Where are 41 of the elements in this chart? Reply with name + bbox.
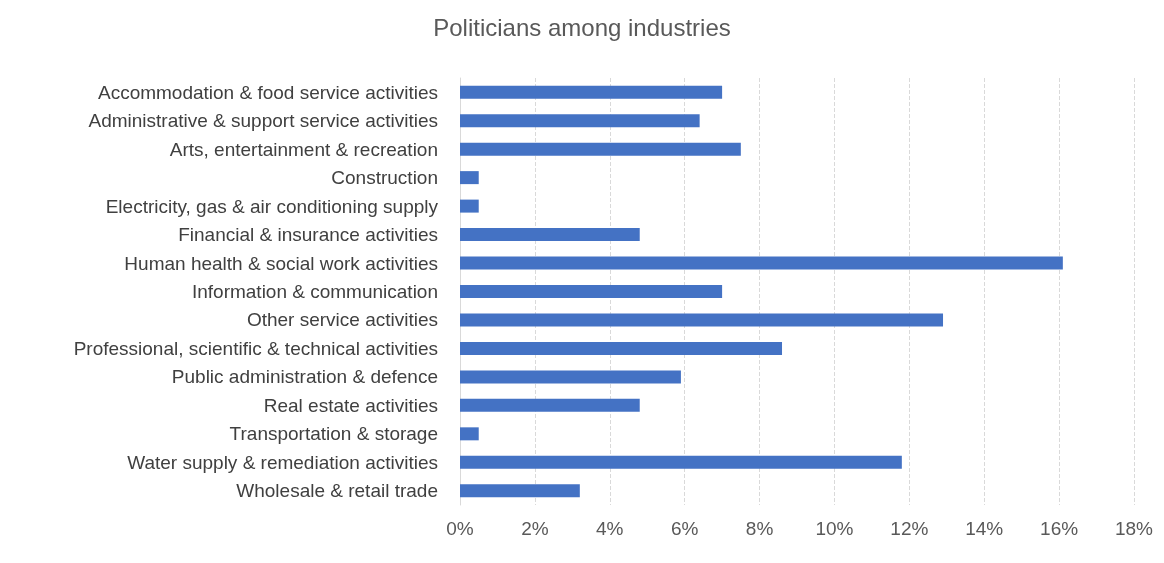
- bar: [460, 398, 640, 412]
- bar: [460, 199, 479, 213]
- y-tick-label: Financial & insurance activities: [178, 224, 438, 246]
- x-tick-label: 0%: [446, 518, 474, 539]
- bar: [460, 285, 723, 298]
- bar: [460, 341, 783, 355]
- y-tick-label: Transportation & storage: [229, 423, 438, 445]
- y-tick-label: Professional, scientific & technical activities: [73, 337, 438, 359]
- y-tick-label: Construction: [331, 167, 438, 189]
- bar: [460, 142, 741, 156]
- bar: [460, 171, 479, 185]
- x-tick-label: 6%: [670, 518, 699, 539]
- x-tick-label: 4%: [596, 518, 624, 539]
- bar: [460, 85, 723, 99]
- y-tick-label: Water supply & remediation activities: [127, 451, 438, 473]
- x-tick-label: 18%: [1114, 518, 1154, 539]
- y-tick-label: Wholesale & retail trade: [236, 480, 438, 502]
- x-tick-label: 12%: [890, 518, 929, 539]
- bar: [460, 114, 700, 128]
- x-tick-label: 10%: [815, 518, 854, 539]
- y-tick-label: Accommodation & food service activities: [97, 81, 438, 103]
- y-tick-label: Electricity, gas & air conditioning supply: [105, 195, 439, 217]
- y-tick-label: Information & communication: [191, 281, 438, 302]
- bar: [460, 256, 1063, 270]
- y-tick-label: Human health & social work activities: [124, 252, 438, 274]
- bar: [460, 455, 902, 469]
- bar: [460, 427, 479, 441]
- bar: [460, 484, 580, 498]
- x-tick-label: 14%: [965, 518, 1004, 539]
- x-tick-label: 2%: [521, 518, 549, 539]
- chart-title: Politicians among industries: [433, 13, 731, 41]
- y-tick-label: Administrative & support service activities: [88, 110, 438, 132]
- y-tick-label: Other service activities: [246, 309, 438, 331]
- y-tick-label: Real estate activities: [263, 394, 438, 416]
- bar: [460, 370, 681, 384]
- y-tick-label: Public administration & defence: [171, 366, 438, 388]
- y-tick-label: Arts, entertainment & recreation: [169, 138, 438, 160]
- bar: [460, 313, 944, 327]
- bar: [460, 228, 640, 242]
- x-tick-label: 16%: [1040, 518, 1079, 539]
- x-tick-label: 8%: [745, 518, 774, 539]
